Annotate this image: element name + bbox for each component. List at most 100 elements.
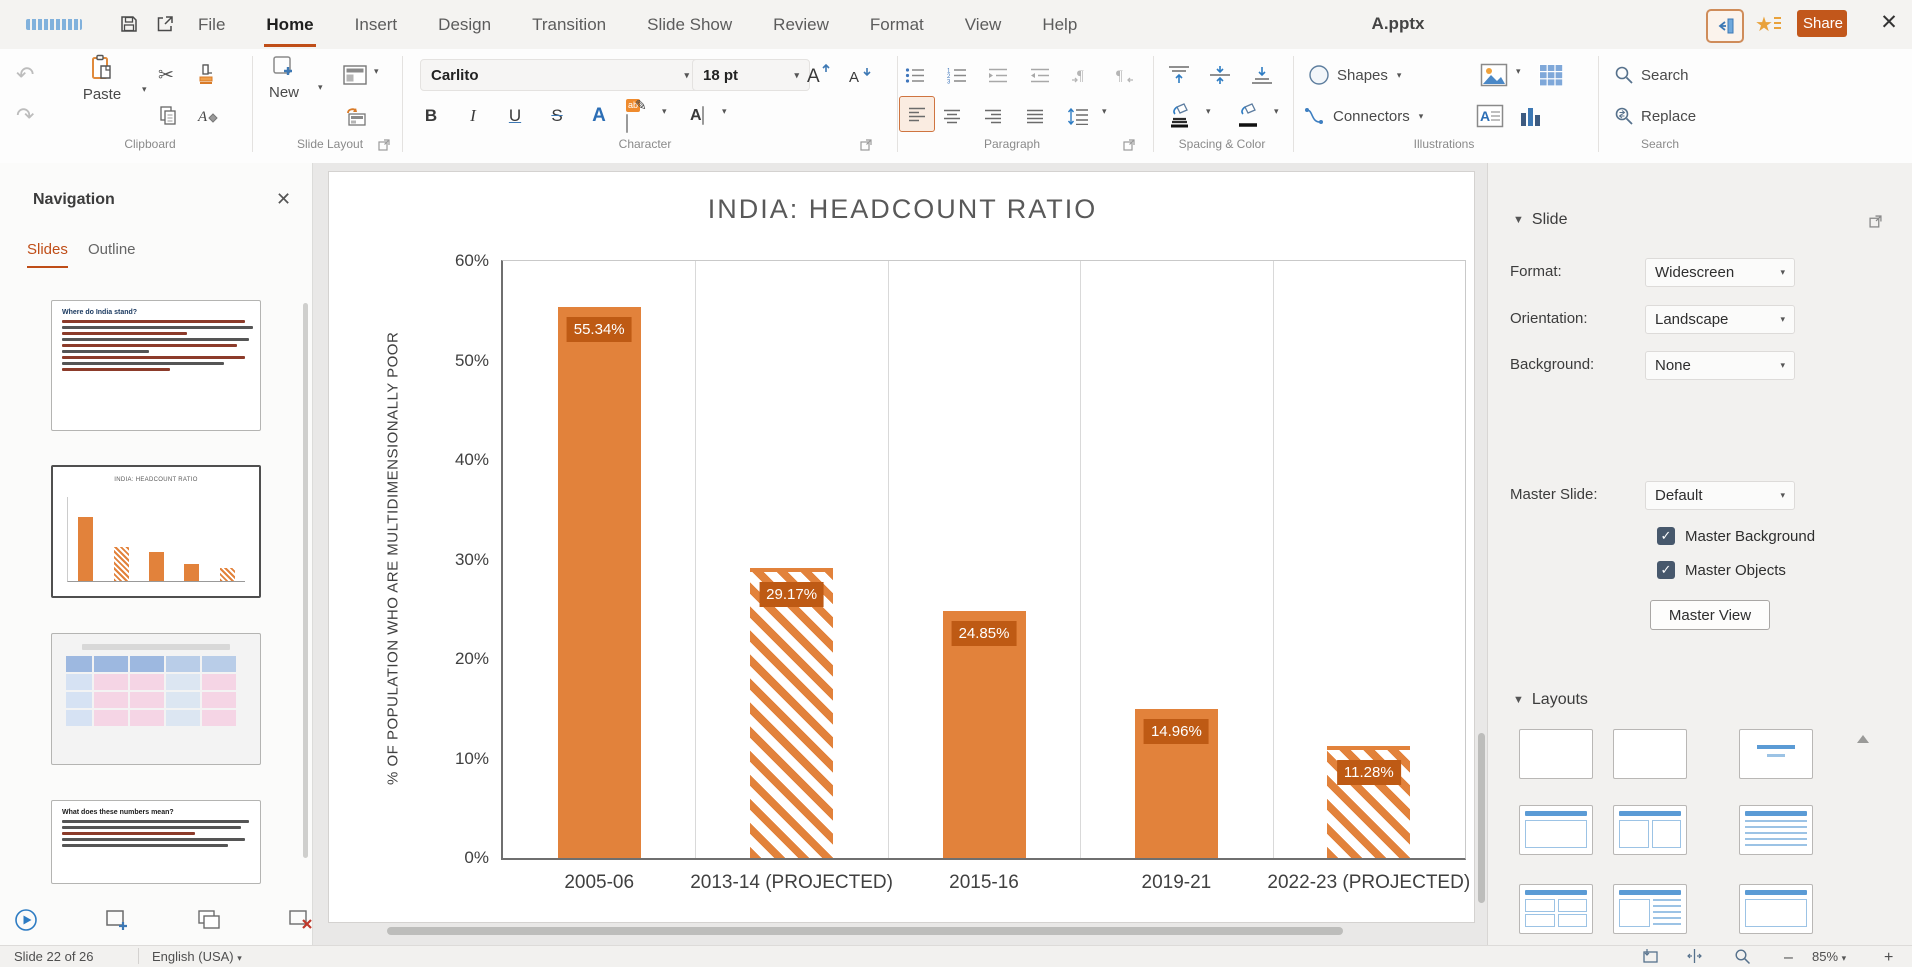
zoom-in-button[interactable]: + (1884, 949, 1893, 967)
star-rating-icon[interactable]: ★ (1755, 11, 1787, 37)
insert-table-icon[interactable] (1538, 58, 1564, 92)
start-presentation-icon[interactable] (13, 907, 39, 933)
paragraph-left-to-right-icon[interactable]: ¶ (1071, 58, 1093, 92)
menu-tab-file[interactable]: File (196, 3, 227, 47)
grow-font-icon[interactable]: A (806, 58, 834, 92)
layout-thumbnail-centered-text[interactable] (1739, 729, 1813, 779)
master-slide-dropdown[interactable]: Default▾ (1645, 481, 1795, 510)
new-slide-dropdown-caret[interactable]: ▾ (318, 83, 323, 92)
shapes-button[interactable]: Shapes ▾ (1308, 58, 1401, 92)
layout-thumbnail-title-lines[interactable] (1739, 805, 1813, 855)
cut-icon[interactable]: ✂ (158, 58, 174, 92)
bold-icon[interactable]: B (418, 101, 444, 131)
bullet-list-icon[interactable] (905, 58, 925, 92)
tab-outline[interactable]: Outline (88, 241, 136, 266)
decrease-indent-icon[interactable] (1030, 58, 1050, 92)
layouts-scroll-up-icon[interactable] (1857, 735, 1869, 743)
connectors-caret[interactable]: ▾ (1419, 112, 1424, 121)
slide-layout-icon[interactable] (342, 58, 368, 92)
menu-tab-format[interactable]: Format (868, 3, 926, 47)
horizontal-scrollbar-thumb[interactable] (387, 927, 1343, 935)
redo-icon[interactable]: ↷ (16, 101, 34, 131)
highlighting-color-caret[interactable]: ▾ (1206, 107, 1211, 116)
vertical-scrollbar-thumb[interactable] (1478, 733, 1485, 903)
layout-thumbnail-blank[interactable] (1519, 729, 1593, 779)
font-size-caret[interactable]: ▾ (794, 71, 799, 80)
layout-thumbnail-two-content[interactable] (1613, 805, 1687, 855)
fit-slide-icon[interactable] (1642, 948, 1659, 964)
background-color-icon[interactable] (1235, 101, 1261, 131)
language-selector[interactable]: English (USA) ▾ (152, 949, 242, 964)
italic-icon[interactable]: I (460, 101, 486, 131)
orientation-dropdown[interactable]: Landscape▾ (1645, 305, 1795, 334)
insert-chart-icon[interactable] (1518, 101, 1542, 131)
background-dropdown[interactable]: None▾ (1645, 351, 1795, 380)
strikethrough-icon[interactable]: S (544, 101, 570, 131)
slide-thumbnail-23[interactable] (51, 633, 261, 765)
highlight-color-icon[interactable]: ab ✎ (626, 101, 648, 131)
insert-textbox-icon[interactable]: A (1476, 101, 1504, 131)
align-top-icon[interactable] (1168, 58, 1190, 92)
font-size-combo[interactable]: 18 pt▾ (692, 59, 810, 91)
connectors-button[interactable]: Connectors ▾ (1304, 101, 1423, 131)
character-dialog-icon[interactable] (860, 139, 872, 151)
slide-section-dialog-icon[interactable] (1869, 215, 1882, 228)
format-dropdown[interactable]: Widescreen▾ (1645, 258, 1795, 287)
slide-thumbnail-21[interactable]: Where do India stand? (51, 300, 261, 431)
menu-tab-view[interactable]: View (963, 3, 1004, 47)
slide-thumbnail-22-selected[interactable]: INDIA: HEADCOUNT RATIO (51, 465, 261, 598)
menu-tab-slide-show[interactable]: Slide Show (645, 3, 734, 47)
zoom-level[interactable]: 85% ▾ (1812, 949, 1846, 964)
menu-tab-help[interactable]: Help (1040, 3, 1079, 47)
font-color-icon[interactable]: A (586, 101, 612, 131)
align-center-icon[interactable] (943, 101, 961, 131)
zoom-out-button[interactable]: – (1784, 949, 1793, 967)
menu-tab-review[interactable]: Review (771, 3, 831, 47)
center-vertically-icon[interactable] (1209, 58, 1231, 92)
align-right-icon[interactable] (984, 101, 1002, 131)
layouts-section-header[interactable]: ▼ Layouts (1513, 691, 1588, 709)
new-slide-button[interactable]: New (258, 54, 310, 101)
paragraph-right-to-left-icon[interactable]: ¶ (1112, 58, 1134, 92)
master-objects-checkbox[interactable]: ✓ (1657, 561, 1675, 579)
reset-layout-icon[interactable] (344, 101, 368, 131)
layout-thumbnail-four-content[interactable] (1519, 884, 1593, 934)
menu-tab-insert[interactable]: Insert (353, 3, 400, 47)
slide-thumbnail-24[interactable]: What does these numbers mean? (51, 800, 261, 884)
character-color-icon[interactable]: A (690, 101, 704, 131)
slide-layout-dropdown-caret[interactable]: ▾ (374, 67, 379, 76)
undo-icon[interactable]: ↶ (16, 58, 34, 92)
background-color-caret[interactable]: ▾ (1274, 107, 1279, 116)
master-background-checkbox[interactable]: ✓ (1657, 527, 1675, 545)
line-spacing-icon[interactable] (1067, 101, 1089, 131)
underline-icon[interactable]: U (502, 101, 528, 131)
duplicate-slide-icon[interactable] (196, 907, 222, 933)
paste-button[interactable]: Paste (66, 54, 138, 103)
zoom-icon[interactable] (1734, 948, 1751, 965)
highlighting-color-icon[interactable] (1169, 101, 1195, 131)
add-slide-icon[interactable] (104, 907, 130, 933)
layout-thumbnail-title-content[interactable] (1519, 805, 1593, 855)
slide-section-header[interactable]: ▼ Slide (1513, 211, 1567, 229)
navigation-scrollbar[interactable] (303, 303, 308, 858)
menu-tab-transition[interactable]: Transition (530, 3, 608, 47)
shapes-caret[interactable]: ▾ (1397, 71, 1402, 80)
delete-slide-icon[interactable] (288, 907, 314, 933)
close-icon[interactable]: ✕ (1876, 10, 1902, 35)
sidebar-toggle-button[interactable] (1706, 9, 1744, 43)
clear-formatting-icon[interactable]: A (196, 101, 218, 131)
font-name-caret[interactable]: ▾ (684, 71, 689, 80)
search-button[interactable]: Search (1614, 58, 1689, 92)
justify-icon[interactable] (1026, 101, 1044, 131)
slide-layout-dialog-icon[interactable] (378, 139, 390, 151)
layout-thumbnail-title-only[interactable] (1613, 729, 1687, 779)
menu-tab-design[interactable]: Design (436, 3, 493, 47)
highlight-color-caret[interactable]: ▾ (662, 107, 667, 116)
paste-dropdown-caret[interactable]: ▾ (142, 85, 147, 94)
clone-formatting-icon[interactable] (196, 58, 216, 92)
menu-tab-home[interactable]: Home (264, 3, 315, 47)
increase-indent-icon[interactable] (988, 58, 1008, 92)
fit-width-icon[interactable] (1686, 948, 1703, 964)
paragraph-dialog-icon[interactable] (1123, 139, 1135, 151)
vertical-scrollbar[interactable] (1477, 163, 1486, 923)
